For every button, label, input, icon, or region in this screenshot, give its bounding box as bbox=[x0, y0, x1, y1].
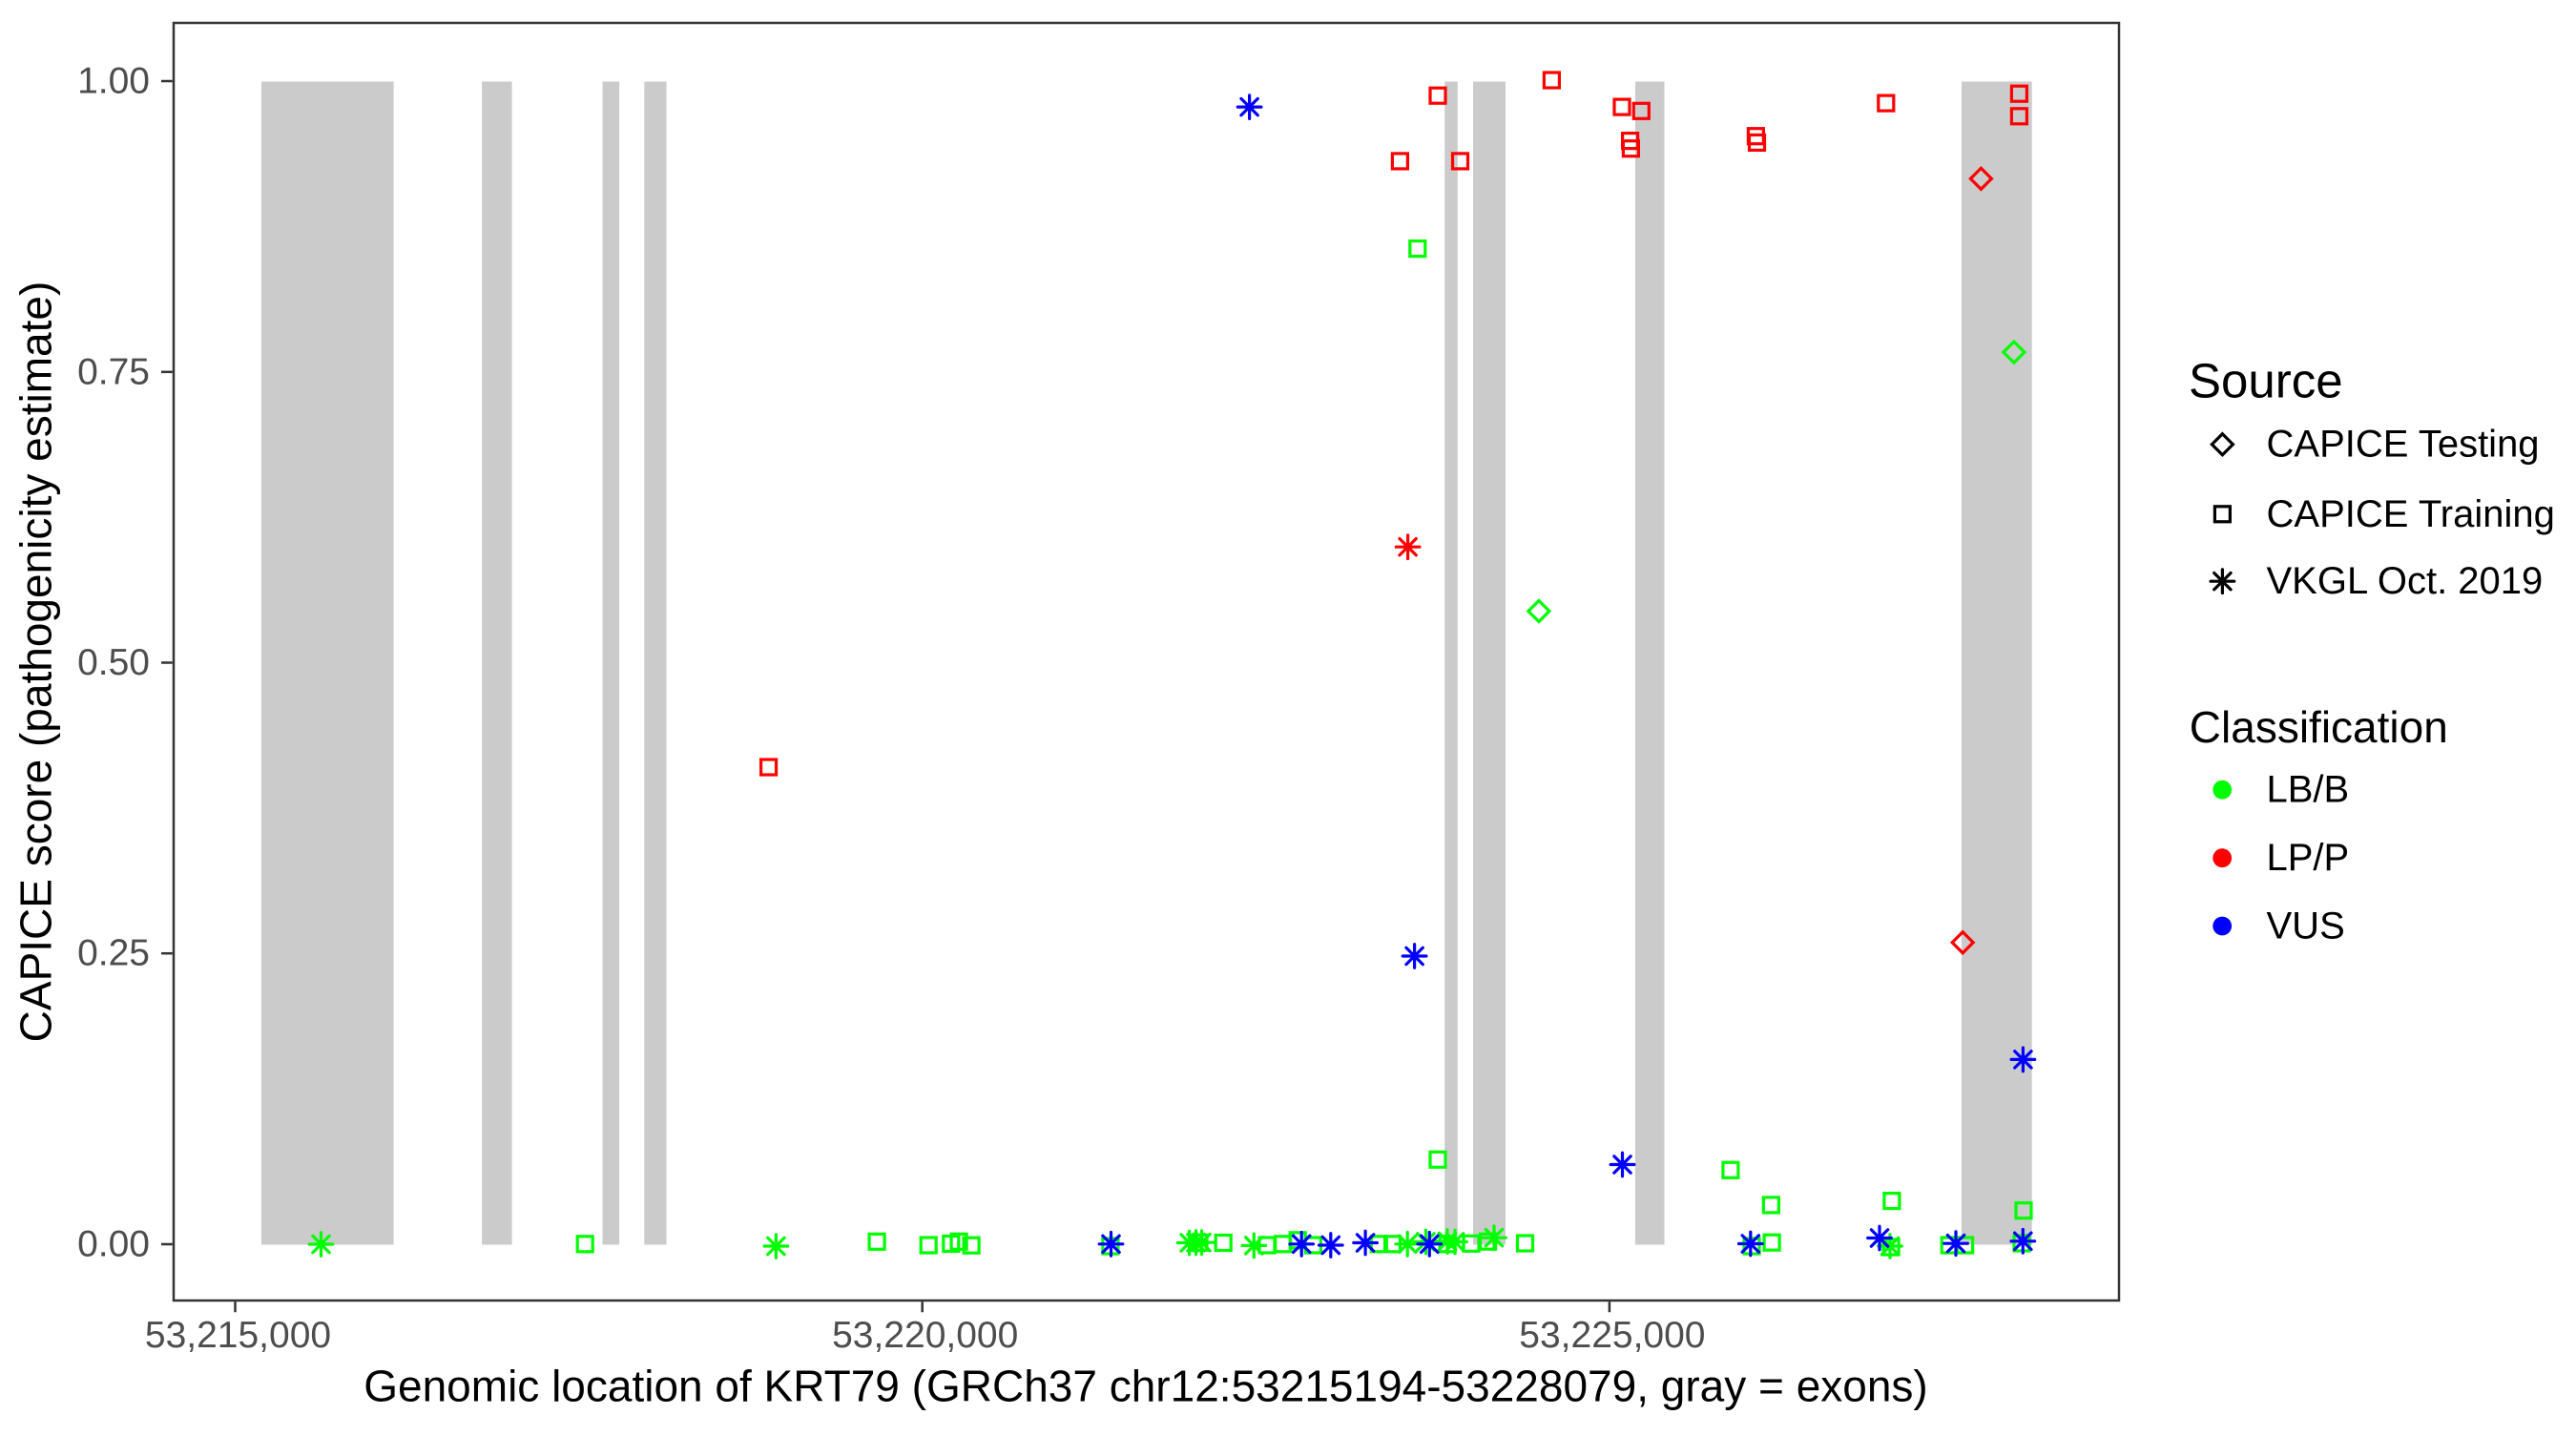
svg-text:CAPICE score (pathogenicity es: CAPICE score (pathogenicity estimate) bbox=[11, 281, 61, 1043]
svg-text:VUS: VUS bbox=[2267, 905, 2345, 947]
svg-text:0.50: 0.50 bbox=[77, 642, 150, 683]
svg-text:0.00: 0.00 bbox=[77, 1224, 150, 1265]
svg-text:LB/B: LB/B bbox=[2267, 769, 2350, 811]
svg-text:0.75: 0.75 bbox=[77, 351, 150, 392]
svg-text:LP/P: LP/P bbox=[2267, 837, 2350, 879]
svg-text:1.00: 1.00 bbox=[77, 61, 150, 102]
svg-text:0.25: 0.25 bbox=[77, 933, 150, 974]
svg-text:CAPICE Training: CAPICE Training bbox=[2267, 493, 2555, 535]
svg-text:CAPICE Testing: CAPICE Testing bbox=[2267, 424, 2540, 466]
svg-text:53,220,000: 53,220,000 bbox=[832, 1315, 1018, 1356]
svg-text:VKGL Oct. 2019: VKGL Oct. 2019 bbox=[2267, 560, 2544, 602]
svg-text:53,215,000: 53,215,000 bbox=[145, 1315, 331, 1356]
svg-text:Source: Source bbox=[2189, 354, 2343, 408]
svg-text:53,225,000: 53,225,000 bbox=[1519, 1315, 1705, 1356]
svg-text:Genomic location of KRT79 (GRC: Genomic location of KRT79 (GRCh37 chr12:… bbox=[364, 1362, 1928, 1411]
svg-text:Classification: Classification bbox=[2190, 702, 2448, 752]
